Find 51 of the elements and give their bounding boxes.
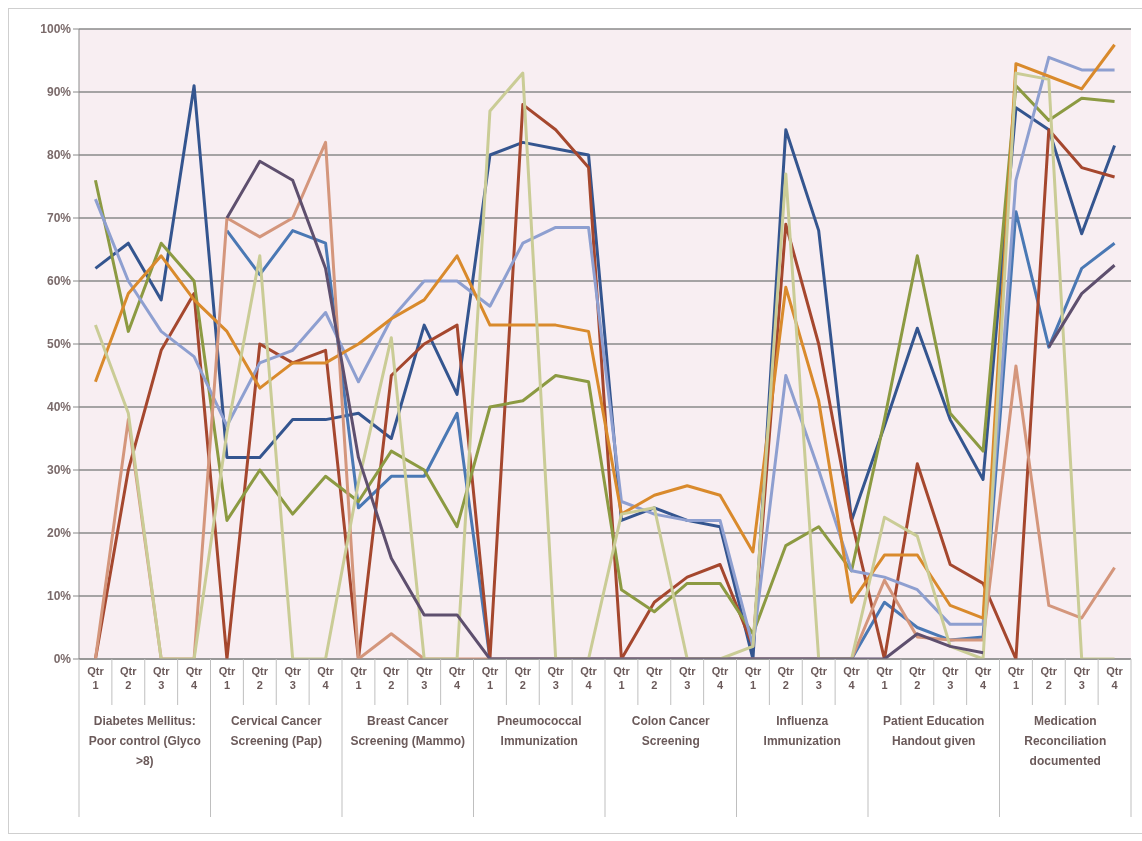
x-tick-label: Qtr 3 — [941, 665, 960, 691]
text: Breast Cancer Screening (Mammo) — [349, 713, 467, 750]
x-tick-label: Qtr 4 — [448, 665, 467, 691]
y-tick-label: 50% — [46, 337, 72, 352]
x-tick-label: Qtr 4 — [974, 665, 993, 691]
text: Diabetes Mellitus: Poor control (Glyco >8) — [87, 713, 202, 770]
x-tick-label: Qtr 2 — [777, 665, 795, 691]
x-tick-label: Qtr 4 — [580, 665, 598, 691]
x-tick-label: Qtr 3 — [415, 665, 434, 691]
x-tick-label: Qtr 4 — [711, 665, 730, 691]
y-tick-label: 90% — [46, 85, 72, 100]
y-tick-label: 30% — [46, 463, 72, 478]
y-tick-label: 20% — [46, 526, 72, 541]
x-tick-label: Qtr 4 — [185, 665, 204, 691]
text: Influenza Immunization — [762, 713, 842, 750]
x-tick-label: Qtr 4 — [317, 665, 335, 691]
x-tick-label: Qtr 2 — [251, 665, 269, 691]
x-tick-label: Qtr 4 — [1106, 665, 1124, 691]
x-tick-label: Qtr 1 — [613, 665, 631, 691]
x-tick-label: Qtr 2 — [909, 665, 927, 691]
x-tick-label: Qtr 3 — [678, 665, 697, 691]
x-tick-label: Qtr 1 — [218, 665, 236, 691]
x-tick-label: Qtr 1 — [87, 665, 105, 691]
x-tick-label: Qtr 3 — [1073, 665, 1091, 691]
y-tick-label: 0% — [53, 652, 72, 667]
x-tick-label: Qtr 2 — [646, 665, 664, 691]
x-tick-label: Qtr 3 — [547, 665, 565, 691]
x-tick-label: Qtr 2 — [383, 665, 401, 691]
x-tick-label: Qtr 2 — [120, 665, 138, 691]
y-tick-label: 10% — [46, 589, 72, 604]
y-tick-label: 60% — [46, 274, 72, 289]
x-tick-label: Qtr 3 — [284, 665, 302, 691]
y-tick-label: 80% — [46, 148, 72, 163]
y-tick-label: 100% — [40, 22, 72, 37]
x-tick-label: Qtr 1 — [744, 665, 762, 691]
x-tick-label: Qtr 2 — [514, 665, 532, 691]
y-tick-label: 40% — [46, 400, 72, 415]
text: Patient Education Handout given — [882, 713, 986, 750]
x-tick-label: Qtr 2 — [1040, 665, 1058, 691]
x-tick-label: Qtr 4 — [843, 665, 861, 691]
x-tick-label: Qtr 1 — [876, 665, 894, 691]
y-tick-label: 70% — [46, 211, 72, 226]
x-tick-label: Qtr 1 — [1007, 665, 1025, 691]
text: Cervical Cancer Screening (Pap) — [229, 713, 323, 750]
x-tick-label: Qtr 3 — [810, 665, 828, 691]
text: Colon Cancer Screening — [630, 713, 711, 750]
x-tick-label: Qtr 1 — [350, 665, 368, 691]
x-tick-label: Qtr 3 — [152, 665, 171, 691]
text: Medication Reconciliation documented — [1023, 713, 1108, 770]
x-tick-label: Qtr 1 — [481, 665, 499, 691]
text: Pneumococcal Immunization — [495, 713, 583, 750]
